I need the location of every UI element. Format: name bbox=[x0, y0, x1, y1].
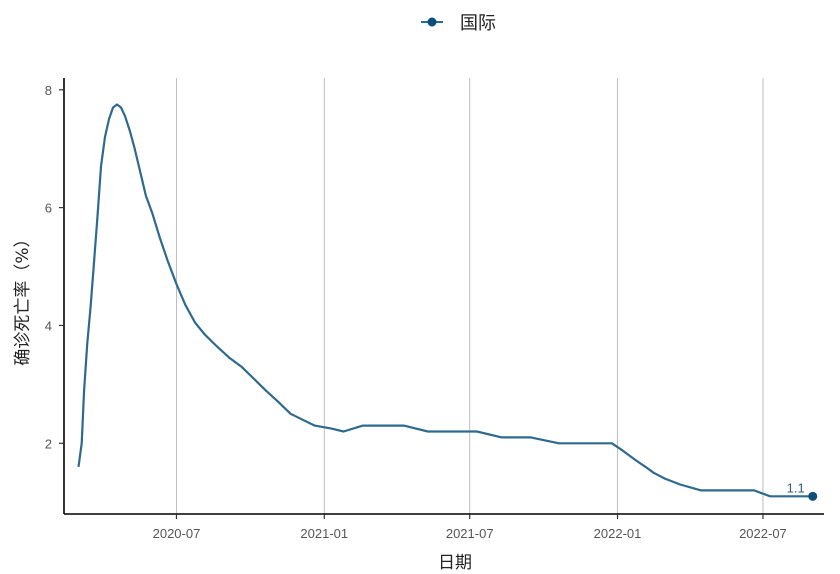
series-end-label: 1.1 bbox=[787, 480, 805, 495]
x-axis-title: 日期 bbox=[438, 553, 472, 573]
y-axis-ticks: 2 4 6 8 bbox=[45, 83, 64, 451]
x-tick-label: 2021-07 bbox=[446, 526, 494, 541]
x-tick-label: 2022-07 bbox=[739, 526, 787, 541]
x-axis-ticks: 2020-07 2021-01 2021-07 2022-01 2022-07 bbox=[153, 514, 787, 541]
y-tick-label: 8 bbox=[45, 83, 52, 98]
legend-key-point bbox=[427, 17, 437, 27]
series-line-international bbox=[77, 103, 813, 498]
x-tick-label: 2021-01 bbox=[300, 526, 348, 541]
gridlines bbox=[175, 78, 764, 514]
x-tick-label: 2022-01 bbox=[594, 526, 642, 541]
y-tick-label: 4 bbox=[45, 318, 52, 333]
y-tick-label: 6 bbox=[45, 201, 52, 216]
x-tick-label: 2020-07 bbox=[153, 526, 201, 541]
y-tick-label: 2 bbox=[45, 436, 52, 451]
y-axis-title: 确诊死亡率（%） bbox=[13, 230, 33, 365]
legend: 国际 bbox=[421, 13, 496, 34]
series-end-point bbox=[808, 491, 818, 501]
legend-label: 国际 bbox=[460, 13, 496, 34]
